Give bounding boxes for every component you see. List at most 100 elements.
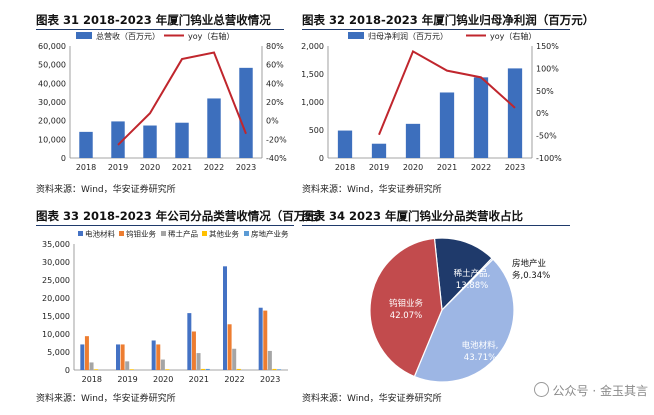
watermark: 公众号 · 金玉其言 — [533, 382, 648, 399]
y2-tick-label: 20% — [266, 98, 284, 107]
chart-title: 图表 31 2018-2023 年厦门钨业总营收情况 — [36, 13, 271, 27]
x-tick-label: 2021 — [172, 163, 192, 172]
legend-label: 钨钼业务 — [126, 229, 156, 239]
x-tick-label: 2020 — [140, 163, 160, 172]
slice-percent: 务,0.34% — [512, 270, 550, 281]
bar — [125, 361, 130, 370]
pie-slice — [433, 237, 493, 312]
bar — [94, 369, 99, 370]
x-tick-label: 2022 — [204, 163, 224, 172]
y-tick-label: 1,500 — [301, 70, 324, 79]
y2-tick-label: 100% — [536, 64, 559, 73]
x-tick-label: 2023 — [260, 375, 280, 384]
bar — [267, 350, 272, 370]
x-tick-label: 2022 — [471, 163, 491, 172]
title-divider — [302, 29, 570, 30]
y-tick-label: 5,000 — [47, 348, 70, 357]
legend-label: yoy（右轴） — [490, 31, 536, 41]
legend-swatch-bar — [76, 32, 92, 39]
x-tick-label: 2019 — [108, 163, 128, 172]
y-tick-label: 50,000 — [38, 61, 66, 70]
title-divider — [302, 225, 570, 226]
bar — [165, 369, 170, 370]
yoy-line — [378, 49, 516, 136]
bar — [120, 344, 125, 370]
legend-label: 总营收（百万元） — [96, 31, 160, 41]
legend-label: 归母净利润（百万元） — [368, 31, 448, 41]
legend-swatch — [244, 231, 249, 236]
y-tick-label: 10,000 — [42, 330, 70, 339]
source-note: 资料来源：Wind，华安证券研究所 — [36, 394, 176, 404]
slice-percent: 42.07% — [390, 311, 422, 321]
x-tick-label: 2021 — [189, 375, 209, 384]
slice-label: 电池材料, — [462, 340, 499, 351]
bar — [507, 68, 523, 158]
bar — [129, 369, 134, 370]
legend-label: 稀土产品 — [168, 229, 198, 239]
y2-tick-label: 0% — [536, 109, 549, 118]
bar — [156, 344, 161, 370]
watermark-text: 公众号 · 金玉其言 — [552, 384, 648, 398]
x-tick-label: 2018 — [82, 375, 102, 384]
y-tick-label: 30,000 — [38, 98, 66, 107]
y-tick-label: 25,000 — [42, 276, 70, 285]
bar — [80, 344, 85, 370]
wechat-icon — [533, 382, 549, 397]
chart-segment-share: 图表 34 2023 年厦门钨业分品类营收占比 稀土产品, 13.88% 房地产业务… — [302, 208, 602, 408]
bar — [337, 130, 353, 158]
pie-slice — [413, 258, 515, 383]
y-tick-label: 40,000 — [38, 79, 66, 88]
chart-plot: 0 10,000 20,000 30,000 40,000 50,000 60,000 -40… — [38, 31, 287, 172]
y2-tick-label: -50% — [536, 132, 557, 141]
x-tick-label: 2020 — [153, 375, 173, 384]
bar — [151, 340, 156, 370]
legend-swatch — [161, 231, 166, 236]
slice-label: 房地产业 — [512, 258, 546, 269]
slice-label: 钨钼业务 — [389, 298, 424, 309]
y-tick-label: 0 — [319, 154, 324, 163]
slice-percent: 13.88% — [456, 281, 488, 291]
bar — [232, 348, 237, 370]
bar — [236, 368, 241, 370]
y2-tick-label: 60% — [266, 61, 284, 70]
bar — [191, 331, 196, 370]
legend-label: 电池材料 — [85, 229, 115, 239]
bar — [371, 143, 387, 158]
source-note: 资料来源：Wind，华安证券研究所 — [36, 185, 176, 195]
chart-segment-revenue: 图表 33 2018-2023 年公司分品类营收情况（百万元） 0 5,000 10… — [36, 208, 328, 408]
y2-tick-label: 40% — [266, 79, 284, 88]
bar — [205, 368, 210, 370]
legend-label: 房地产业务 — [251, 229, 289, 239]
x-tick-label: 2021 — [437, 163, 457, 172]
bar — [89, 362, 94, 370]
chart-net-profit: 图表 32 2018-2023 年厦门钨业归母净利润（百万元） 0 500 1,00… — [301, 12, 594, 197]
bar — [187, 313, 192, 370]
x-tick-label: 2018 — [76, 163, 96, 172]
bar — [79, 131, 93, 158]
bar — [227, 324, 232, 370]
bar — [201, 368, 206, 370]
y-tick-label: 35,000 — [42, 240, 70, 249]
chart-plot: 0 500 1,000 1,500 2,000 -100% -50% 0% 50% 100% 150… — [301, 31, 562, 172]
bar — [160, 359, 165, 370]
bar — [207, 98, 221, 158]
y2-tick-label: -20% — [266, 135, 287, 144]
bar — [196, 353, 201, 370]
y2-tick-label: -100% — [536, 154, 562, 163]
chart-title: 图表 32 2018-2023 年厦门钨业归母净利润（百万元） — [302, 13, 595, 27]
legend-swatch-bar — [348, 32, 364, 39]
y2-tick-label: -40% — [266, 154, 287, 163]
chart-total-revenue: 图表 31 2018-2023 年厦门钨业总营收情况 0 10,000 20,000… — [36, 12, 287, 197]
slice-percent: 43.71% — [464, 353, 496, 363]
bar — [223, 266, 227, 370]
legend-label: yoy（右轴） — [188, 31, 234, 41]
chart-plot: 0 5,000 10,000 15,000 20,000 25,000 30,000 35,0… — [42, 229, 289, 385]
bar — [263, 310, 268, 370]
chart-title: 图表 34 2023 年厦门钨业分品类营收占比 — [302, 209, 524, 223]
x-tick-label: 2023 — [505, 163, 525, 172]
source-note: 资料来源：Wind，华安证券研究所 — [302, 185, 442, 195]
y-tick-label: 30,000 — [42, 258, 70, 267]
y2-tick-label: 50% — [536, 87, 554, 96]
y-tick-label: 15,000 — [42, 312, 70, 321]
x-tick-label: 2023 — [236, 163, 256, 172]
